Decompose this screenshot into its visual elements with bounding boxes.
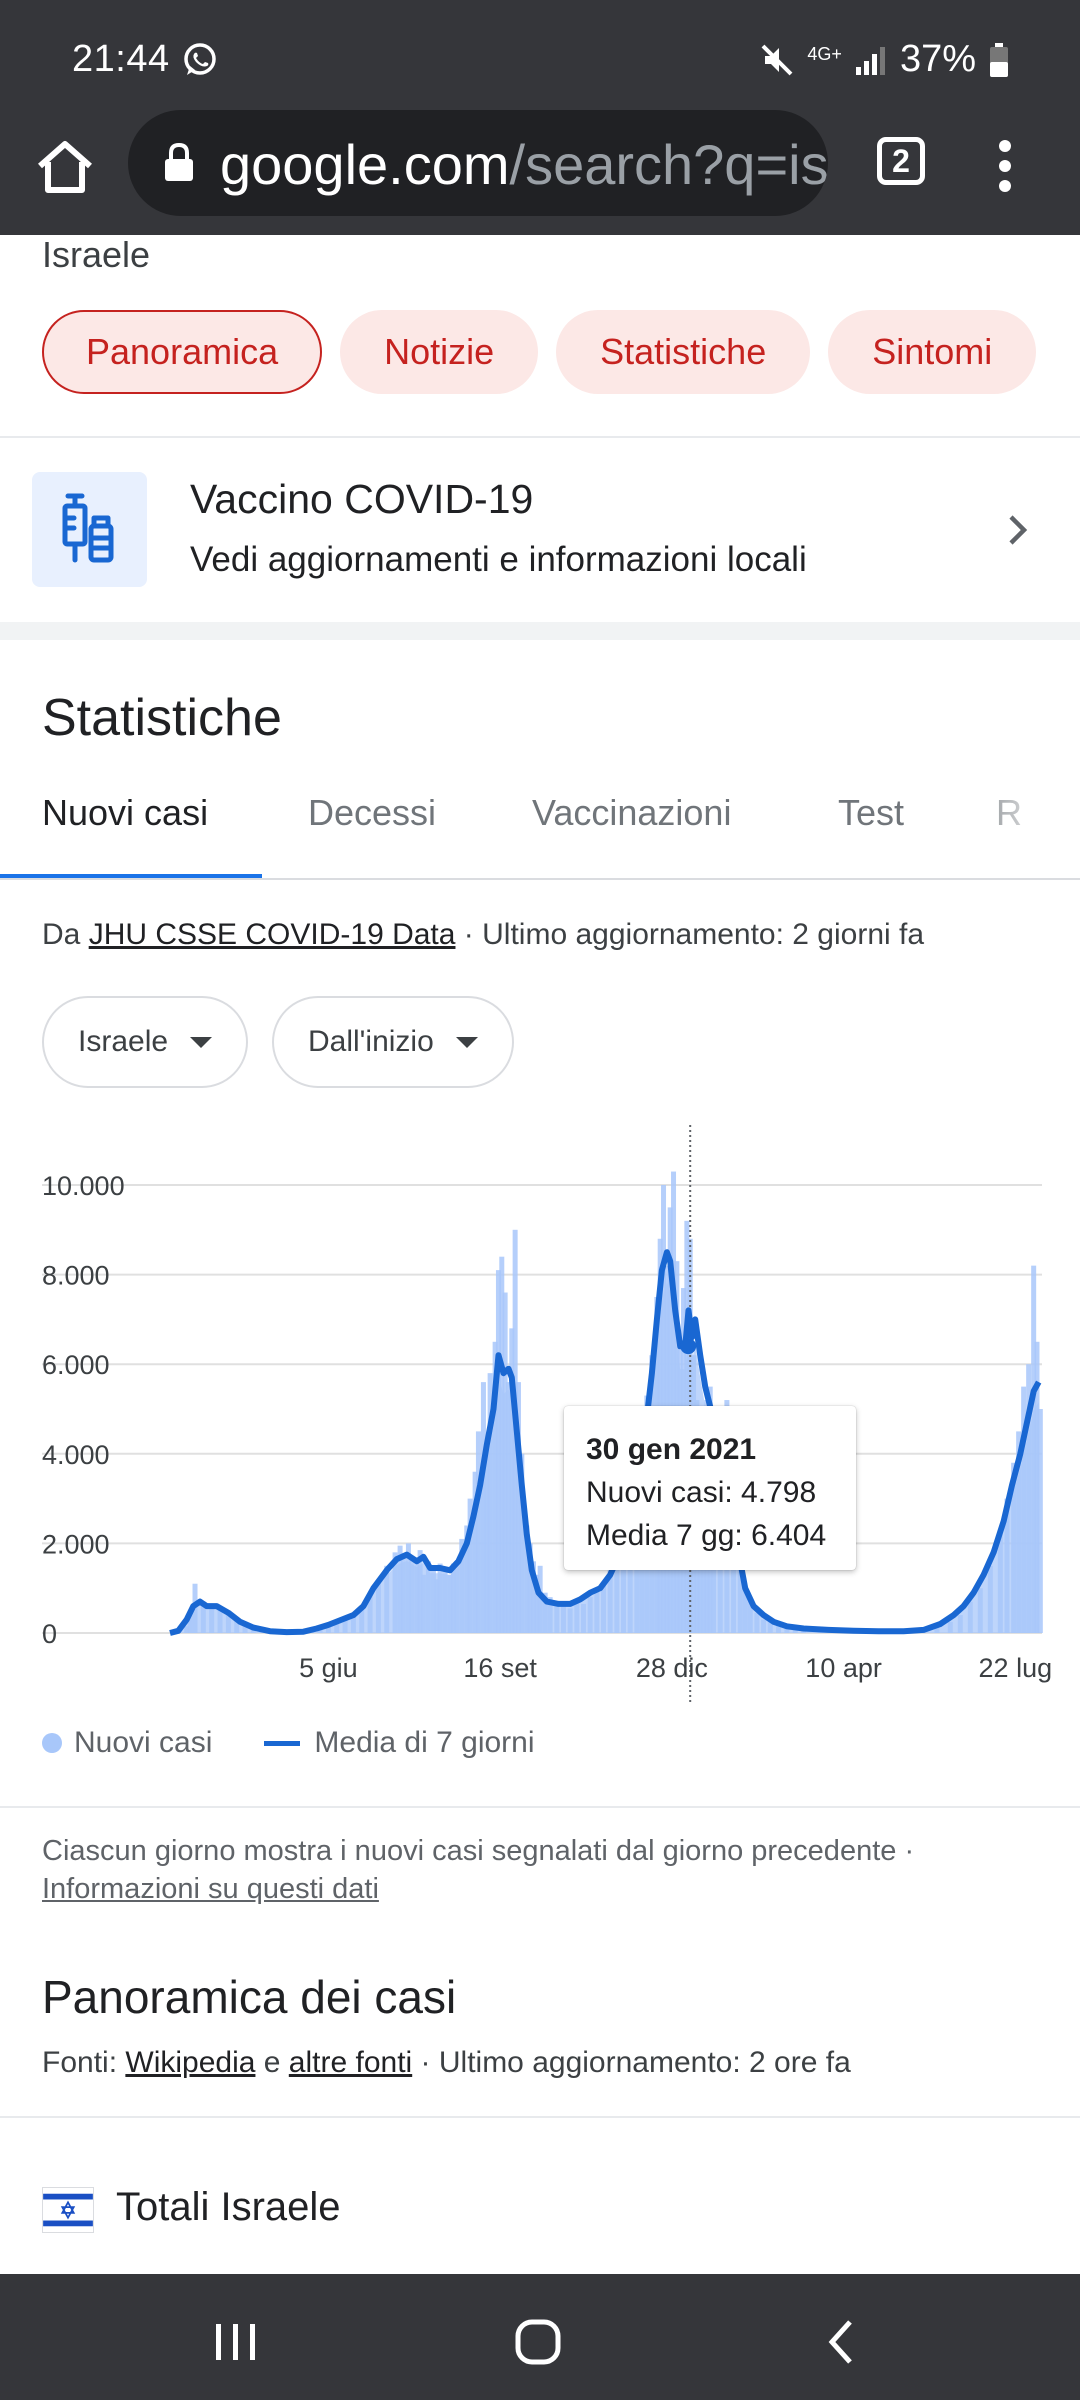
- source-prefix: Da: [42, 918, 89, 951]
- highlight-point: [680, 1338, 697, 1355]
- y-tick-label: 0: [42, 1619, 57, 1649]
- vaccine-icon: [62, 493, 114, 563]
- chart-legend: Nuovi casi Media di 7 giorni: [42, 1726, 535, 1760]
- status-time: 21:44: [72, 38, 170, 80]
- tooltip-average: Media 7 gg: 6.404: [586, 1519, 827, 1552]
- recent-apps-icon[interactable]: [206, 2312, 266, 2372]
- legend-line-label: Media di 7 giorni: [314, 1726, 535, 1759]
- status-bar: 21:44 4G+ 37%: [0, 0, 1080, 110]
- url-domain: google.com: [220, 133, 510, 196]
- legend-line-swatch: [264, 1740, 301, 1746]
- average-line: [169, 1249, 1042, 1636]
- data-source-line: Da JHU CSSE COVID-19 Data · Ultimo aggio…: [42, 918, 924, 952]
- location-dropdown-label: Israele: [78, 1025, 169, 1058]
- tab-test[interactable]: Test: [838, 792, 905, 833]
- statistics-title: Statistiche: [42, 689, 282, 747]
- divider: [0, 1806, 1080, 1808]
- x-tick-label: 22 lug: [979, 1653, 1053, 1683]
- range-dropdown-label: Dall'inizio: [308, 1025, 434, 1058]
- caret-down-icon: [190, 1036, 213, 1048]
- cases-chart[interactable]: 0 2.000 4.000 6.000 8.000 10.000 5 giu 16 set 28…: [0, 1110, 1080, 1710]
- section-separator: [0, 622, 1080, 640]
- tab-vaccinazioni[interactable]: Vaccinazioni: [532, 792, 732, 833]
- wikipedia-link[interactable]: Wikipedia: [125, 2046, 256, 2079]
- vaccine-icon-box: [32, 472, 147, 587]
- home-icon[interactable]: [30, 132, 100, 202]
- source-updated: · Ultimo aggiornamento: 2 giorni fa: [455, 918, 925, 951]
- signal-icon: [855, 46, 885, 75]
- y-tick-label: 4.000: [42, 1440, 110, 1470]
- active-tab-indicator: [0, 874, 262, 880]
- status-icons: 4G+ 37%: [759, 38, 1010, 81]
- network-label: 4G+: [807, 43, 842, 64]
- battery-percent: 37%: [899, 38, 976, 80]
- address-bar[interactable]: google.com/search?q=is: [128, 110, 828, 216]
- other-sources-link[interactable]: altre fonti: [288, 2046, 413, 2079]
- x-tick-label: 5 giu: [299, 1653, 358, 1683]
- chevron-right-icon: [1009, 515, 1028, 545]
- legend-bar-label: Nuovi casi: [74, 1726, 213, 1759]
- about-data-link[interactable]: Informazioni su questi dati: [42, 1873, 379, 1905]
- system-nav-bar: [0, 2274, 1080, 2400]
- chip-statistiche[interactable]: Statistiche: [556, 310, 811, 394]
- chip-notizie[interactable]: Notizie: [340, 310, 539, 394]
- tab-switcher-button[interactable]: 2: [877, 137, 925, 185]
- url-path: /search?q=is: [509, 133, 828, 196]
- chip-sintomi[interactable]: Sintomi: [828, 310, 1037, 394]
- overview-sources: Fonti: Wikipedia e altre fonti · Ultimo …: [42, 2046, 851, 2079]
- tabs-divider: [0, 878, 1080, 880]
- chip-panoramica[interactable]: Panoramica: [42, 310, 323, 394]
- chart-tooltip: 30 gen 2021 Nuovi casi: 4.798 Media 7 gg…: [564, 1406, 856, 1570]
- topic-chips: Panoramica Notizie Statistiche Sintomi: [42, 310, 1037, 394]
- browser-toolbar: google.com/search?q=is 2: [0, 110, 1080, 235]
- y-tick-label: 10.000: [42, 1171, 125, 1201]
- source-link[interactable]: JHU CSSE COVID-19 Data: [88, 918, 456, 951]
- totals-title: Totali Israele: [116, 2185, 341, 2229]
- entity-title: Israele: [42, 234, 151, 275]
- tabs-fade: [960, 780, 1080, 870]
- statistics-tabs: Nuovi casi Decessi Vaccinazioni Test R: [0, 780, 1080, 880]
- mute-icon: [761, 44, 793, 75]
- more-menu-icon[interactable]: [990, 136, 1020, 196]
- battery-icon: [990, 42, 1008, 77]
- caret-down-icon: [455, 1036, 478, 1048]
- legend-bar-swatch: [42, 1733, 62, 1753]
- tab-nuovi-casi[interactable]: Nuovi casi: [42, 792, 209, 833]
- y-tick-label: 8.000: [42, 1261, 110, 1291]
- x-tick-label: 28 dic: [636, 1653, 708, 1683]
- data-note: Ciascun giorno mostra i nuovi casi segna…: [42, 1832, 1042, 1908]
- divider: [0, 436, 1080, 438]
- divider: [0, 2116, 1080, 2118]
- vaccine-card-title: Vaccino COVID-19: [190, 476, 534, 522]
- x-tick-label: 16 set: [463, 1653, 537, 1683]
- tooltip-cases: Nuovi casi: 4.798: [586, 1476, 817, 1509]
- lock-icon: [165, 142, 193, 181]
- home-nav-icon[interactable]: [508, 2312, 568, 2372]
- back-icon[interactable]: [812, 2312, 872, 2372]
- overview-title: Panoramica dei casi: [42, 1971, 457, 2023]
- location-dropdown[interactable]: Israele: [42, 996, 249, 1088]
- y-tick-label: 2.000: [42, 1529, 110, 1559]
- y-tick-label: 6.000: [42, 1350, 110, 1380]
- case-bar: [1037, 1409, 1043, 1633]
- note-text: Ciascun giorno mostra i nuovi casi segna…: [42, 1835, 915, 1867]
- vaccine-card-subtitle: Vedi aggiornamenti e informazioni locali: [190, 540, 807, 579]
- x-tick-label: 10 apr: [805, 1653, 882, 1683]
- whatsapp-icon: [184, 43, 216, 75]
- tab-decessi[interactable]: Decessi: [308, 792, 437, 833]
- url-text: google.com/search?q=is: [220, 132, 828, 197]
- tooltip-date: 30 gen 2021: [586, 1433, 757, 1466]
- range-dropdown[interactable]: Dall'inizio: [272, 996, 514, 1088]
- israel-flag-icon: [42, 2187, 94, 2233]
